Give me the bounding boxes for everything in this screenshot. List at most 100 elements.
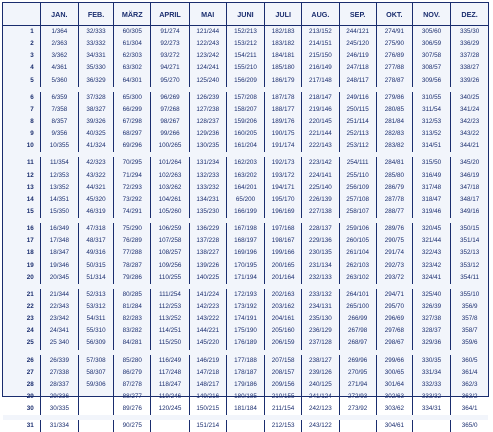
month-header: JAN.	[40, 3, 79, 26]
day-of-year-cell: 319/46	[412, 205, 451, 224]
table-row: 5 5/360 36/329 64/301 95/270 125/240 156/209 18…	[3, 74, 488, 92]
day-of-year-cell: 194/171	[271, 183, 295, 191]
day-of-year-cell: 346/19	[459, 171, 480, 179]
day-of-year-cell: 198/167	[271, 237, 295, 245]
month-header: JULI	[264, 3, 302, 26]
day-of-year-cell: 17/348	[49, 237, 69, 245]
day-of-year-cell: 39/326	[86, 118, 106, 126]
day-number-cell: 30	[3, 403, 41, 421]
day-of-year-cell: 337/28	[459, 52, 480, 60]
day-of-year-cell: 365/0	[461, 422, 478, 430]
day-number-cell: 6	[30, 93, 34, 101]
day-of-year-cell: 71/294	[122, 171, 142, 179]
day-number-cell: 13	[26, 183, 34, 191]
day-of-year-cell: 36/329	[78, 74, 114, 92]
day-of-year-cell: 334/31	[412, 403, 451, 421]
day-of-year-cell: 345/20	[459, 159, 480, 167]
day-of-year-cell: 339/26	[450, 74, 488, 92]
day-of-year-cell: 135/230	[189, 205, 227, 224]
day-of-year-cell: 9/356	[51, 130, 68, 138]
table-row: 12 12/353 43/322 71/294 102/263 132/233 163/20…	[3, 170, 488, 182]
day-of-year-cell: 211/154	[264, 403, 302, 421]
day-of-year-cell: 3/362	[51, 52, 68, 60]
day-of-year-cell: 139/226	[196, 261, 220, 269]
day-number-cell: 8	[30, 118, 34, 126]
day-of-year-cell: 76/289	[122, 237, 142, 245]
day-number-cell: 28	[26, 380, 34, 388]
day-of-year-cell: 284/81	[384, 159, 404, 167]
day-of-year-cell: 16/349	[49, 225, 69, 233]
table-row: 28 28/337 59/306 87/278 118/247 148/217 179/18…	[3, 379, 488, 391]
day-of-year-cell: 240/125	[309, 380, 332, 388]
day-of-year-cell: 293/72	[376, 271, 413, 289]
day-of-year-cell: 352/13	[459, 249, 480, 257]
table-row: 27 27/338 58/307 86/279 117/248 147/218 178/18…	[3, 367, 488, 379]
day-of-year-cell: 162/203	[234, 159, 257, 167]
day-of-year-cell: 136/229	[196, 225, 220, 233]
day-number-cell: 15	[3, 205, 41, 224]
day-of-year-cell: 249/116	[346, 93, 369, 101]
day-of-year-cell: 256/109	[346, 183, 369, 191]
table-row: 30 30/335 89/276 120/245 150/215 181/184 211/1…	[3, 403, 488, 421]
day-of-year-cell: 260/105	[346, 237, 369, 245]
day-of-year-cell: 289/76	[384, 225, 404, 233]
day-of-year-cell: 288/77	[376, 205, 413, 224]
day-of-year-cell: 323/42	[421, 261, 442, 269]
day-of-year-cell: 11/354	[49, 159, 69, 167]
day-of-year-cell: 342/23	[459, 118, 480, 126]
day-of-year-cell: 145/220	[189, 337, 227, 355]
table-row: 21 21/344 52/313 80/285 111/254 141/224 172/19…	[3, 286, 488, 301]
table-row: 23 23/342 54/311 82/283 113/252 143/222 174/19…	[3, 313, 488, 325]
day-of-year-cell: 73/292	[122, 195, 142, 203]
day-of-year-cell: 116/249	[158, 356, 182, 364]
day-of-year-cell: 13/352	[49, 183, 69, 191]
day-of-year-cell: 195/170	[271, 195, 295, 203]
day-of-year-cell: 278/87	[376, 74, 413, 92]
day-of-year-cell: 96/269	[160, 93, 180, 101]
day-of-year-cell: 296/69	[384, 315, 404, 323]
day-of-year-cell: 254/111	[346, 159, 369, 167]
day-of-year-cell: 66/299	[122, 105, 142, 113]
month-header: FEB.	[78, 3, 114, 26]
day-of-year-cell: 50/315	[86, 261, 106, 269]
day-of-year-cell: 46/319	[78, 205, 114, 224]
day-of-year-cell: 34/331	[86, 52, 106, 60]
table-row: 13 13/352 44/321 72/293 103/262 133/232 164/20…	[3, 182, 488, 194]
day-of-year-cell: 26/339	[49, 356, 69, 364]
table-row: 7 7/358 38/327 66/299 97/268 127/238 158/207 18…	[3, 104, 488, 116]
day-number-cell: 4	[30, 64, 34, 72]
day-of-year-cell: 329/36	[412, 337, 451, 355]
day-of-year-cell: 115/250	[150, 337, 190, 355]
day-of-year-cell: 184/181	[271, 52, 295, 60]
day-of-year-cell: 359/6	[450, 337, 488, 355]
day-of-year-cell: 14/351	[49, 195, 69, 203]
day-of-year-cell: 63/302	[122, 64, 142, 72]
day-of-year-cell: 132/233	[196, 171, 220, 179]
day-number-cell: 2	[30, 40, 34, 48]
day-of-year-cell: 259/106	[346, 225, 369, 233]
day-of-year-cell: 232/133	[301, 271, 339, 289]
table-row: 14 14/351 45/320 73/292 104/261 134/231 65/200…	[3, 194, 488, 206]
day-of-year-cell: 143/222	[196, 315, 220, 323]
day-of-year-cell: 286/79	[384, 183, 404, 191]
day-of-year-cell: 1/364	[51, 28, 68, 36]
day-of-year-cell: 164/201	[234, 183, 257, 191]
day-of-year-cell: 25 340	[40, 337, 79, 355]
day-of-year-cell: 81/284	[122, 303, 142, 311]
day-of-year-cell: 65/300	[122, 93, 142, 101]
day-of-year-cell: 279/86	[384, 93, 404, 101]
day-of-year-cell: 74/291	[113, 205, 151, 224]
table-row: 24 24/341 55/310 83/282 114/251 144/221 175/19…	[3, 325, 488, 337]
day-of-year-cell: 317/48	[421, 183, 442, 191]
day-of-year-cell: 282/83	[384, 130, 404, 138]
day-of-year-cell: 251/114	[346, 118, 369, 126]
day-of-year-cell	[78, 418, 113, 432]
day-number-cell: 21	[26, 290, 34, 298]
day-number-cell: 10	[3, 140, 41, 158]
day-of-year-cell: 305/60	[421, 28, 442, 36]
day-of-year-cell: 200/165	[271, 261, 295, 269]
day-of-year-cell: 222/143	[301, 140, 339, 158]
day-of-year-cell: 183/182	[271, 40, 295, 48]
day-of-year-cell: 349/16	[450, 205, 488, 224]
day-of-year-cell: 331/34	[421, 368, 442, 376]
